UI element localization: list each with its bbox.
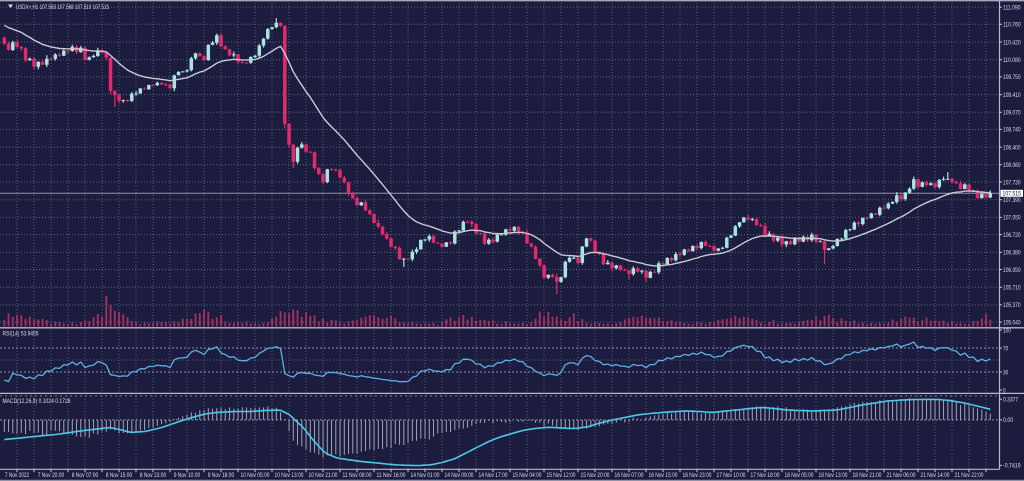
svg-text:109.410: 109.410 <box>1003 92 1021 99</box>
svg-text:109.070: 109.070 <box>1003 110 1021 117</box>
svg-text:10 Nov 21:00: 10 Nov 21:00 <box>309 472 338 479</box>
svg-text:15 Nov 04:00: 15 Nov 04:00 <box>513 472 542 479</box>
svg-text:18 Nov 21:00: 18 Nov 21:00 <box>853 472 882 479</box>
svg-text:MACD(12,26,9) 0.1024 0.1728: MACD(12,26,9) 0.1024 0.1728 <box>3 398 71 405</box>
svg-text:0.3377: 0.3377 <box>1003 397 1018 404</box>
svg-text:14 Nov 09:00: 14 Nov 09:00 <box>445 472 474 479</box>
svg-text:-0.7419: -0.7419 <box>1003 463 1021 470</box>
svg-text:8 Nov 15:00: 8 Nov 15:00 <box>106 472 133 479</box>
svg-text:16 Nov 23:00: 16 Nov 23:00 <box>683 472 712 479</box>
svg-text:16 Nov 15:00: 16 Nov 15:00 <box>649 472 678 479</box>
svg-text:105.040: 105.040 <box>1003 319 1021 326</box>
svg-text:14 Nov 01:00: 14 Nov 01:00 <box>411 472 440 479</box>
svg-text:108.400: 108.400 <box>1003 144 1021 151</box>
svg-text:110.080: 110.080 <box>1003 57 1021 64</box>
svg-text:15 Nov 12:00: 15 Nov 12:00 <box>547 472 576 479</box>
svg-text:18 Nov 13:00: 18 Nov 13:00 <box>819 472 848 479</box>
svg-text:108.740: 108.740 <box>1003 127 1021 134</box>
svg-text:11 Nov 16:00: 11 Nov 16:00 <box>377 472 406 479</box>
svg-text:105.370: 105.370 <box>1003 302 1021 309</box>
svg-text:10 Nov 13:00: 10 Nov 13:00 <box>275 472 304 479</box>
svg-text:111.090: 111.090 <box>1003 4 1021 11</box>
svg-text:107.390: 107.390 <box>1003 197 1021 204</box>
svg-text:21 Nov 06:00: 21 Nov 06:00 <box>887 472 916 479</box>
svg-text:21 Nov 14:00: 21 Nov 14:00 <box>921 472 950 479</box>
svg-text:7 Nov 20:00: 7 Nov 20:00 <box>38 472 65 479</box>
svg-text:100: 100 <box>1003 327 1011 334</box>
svg-text:10 Nov 05:00: 10 Nov 05:00 <box>241 472 270 479</box>
svg-text:RSI(14) 53.9455: RSI(14) 53.9455 <box>3 331 39 338</box>
svg-text:9 Nov 18:00: 9 Nov 18:00 <box>208 472 235 479</box>
svg-text:15 Nov 20:00: 15 Nov 20:00 <box>581 472 610 479</box>
svg-text:14 Nov 17:00: 14 Nov 17:00 <box>479 472 508 479</box>
svg-text:0: 0 <box>1003 387 1006 394</box>
svg-text:109.750: 109.750 <box>1003 74 1021 81</box>
svg-text:106.380: 106.380 <box>1003 250 1021 257</box>
svg-text:9 Nov 10:00: 9 Nov 10:00 <box>174 472 201 479</box>
svg-text:106.050: 106.050 <box>1003 267 1021 274</box>
svg-text:30: 30 <box>1003 369 1008 376</box>
svg-text:18 Nov 05:00: 18 Nov 05:00 <box>785 472 814 479</box>
svg-text:108.060: 108.060 <box>1003 162 1021 169</box>
svg-text:106.720: 106.720 <box>1003 232 1021 239</box>
svg-text:105.710: 105.710 <box>1003 285 1021 292</box>
svg-text:107.515: 107.515 <box>1003 191 1022 198</box>
svg-text:110.760: 110.760 <box>1003 22 1021 29</box>
svg-text:70: 70 <box>1003 345 1008 352</box>
svg-text:8 Nov 23:00: 8 Nov 23:00 <box>140 472 167 479</box>
svg-text:17 Nov 10:00: 17 Nov 10:00 <box>717 472 746 479</box>
svg-text:17 Nov 18:00: 17 Nov 18:00 <box>751 472 780 479</box>
svg-text:16 Nov 07:00: 16 Nov 07:00 <box>615 472 644 479</box>
svg-text:0.00: 0.00 <box>1003 417 1014 424</box>
svg-text:21 Nov 22:00: 21 Nov 22:00 <box>955 472 984 479</box>
svg-text:107.050: 107.050 <box>1003 215 1021 222</box>
svg-text:11 Nov 08:00: 11 Nov 08:00 <box>343 472 372 479</box>
svg-text:107.730: 107.730 <box>1003 179 1021 186</box>
svg-text:8 Nov 07:00: 8 Nov 07:00 <box>72 472 99 479</box>
svg-text:7 Nov 2022: 7 Nov 2022 <box>5 472 29 479</box>
svg-text:USDX+,H1 107.563 107.568 107.5: USDX+,H1 107.563 107.568 107.510 107.515 <box>16 4 109 11</box>
svg-text:110.420: 110.420 <box>1003 39 1021 46</box>
